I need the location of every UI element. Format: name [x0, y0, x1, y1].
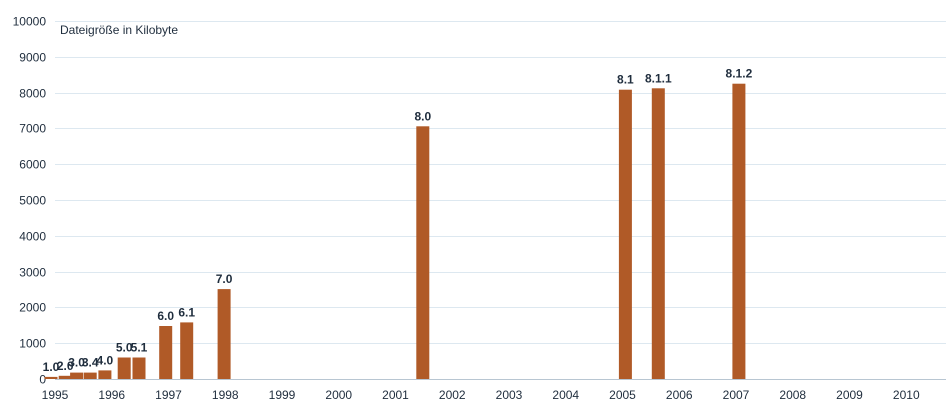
y-tick-label: 4000 — [19, 230, 46, 244]
x-tick-label: 1998 — [212, 388, 239, 402]
x-tick-label: 2001 — [382, 388, 409, 402]
y-tick-label: 10000 — [13, 15, 47, 29]
x-tick-label: 2003 — [496, 388, 523, 402]
grid-lines — [55, 21, 946, 380]
y-tick-label: 6000 — [19, 158, 46, 172]
x-tick-label: 2000 — [325, 388, 352, 402]
y-tick-label: 5000 — [19, 194, 46, 208]
bar — [117, 357, 131, 379]
bar — [732, 83, 746, 379]
bar-data-label: 2.0 — [57, 359, 74, 373]
bar — [159, 326, 173, 379]
x-tick-label: 2010 — [893, 388, 920, 402]
bar — [217, 289, 231, 379]
bar-data-label: 5.0 — [116, 341, 133, 355]
data-labels: 1.02.03.03.44.05.05.1 6.0 6.1 7.0 8.0 8.1 8.1.… — [43, 67, 753, 374]
y-tick-label: 3000 — [19, 266, 46, 280]
y-axis-ticks: 0 1000 2000 3000 4000 5000 6000 7000 8000 9000 100… — [13, 15, 47, 387]
bar — [44, 376, 58, 379]
x-tick-label: 1996 — [98, 388, 125, 402]
bar — [180, 322, 194, 379]
x-tick-label: 2006 — [666, 388, 693, 402]
y-tick-label: 0 — [39, 373, 46, 387]
bar-data-label: 7.0 — [216, 272, 233, 286]
bar — [58, 375, 72, 379]
x-tick-label: 2009 — [836, 388, 863, 402]
bar-data-label: 3.0 — [68, 356, 85, 370]
bar-data-label: 3.4 — [82, 356, 99, 370]
x-tick-label: 2008 — [779, 388, 806, 402]
x-tick-label: 1997 — [155, 388, 182, 402]
y-tick-label: 8000 — [19, 87, 46, 101]
bar-data-label: 6.0 — [157, 309, 174, 323]
x-tick-label: 2007 — [723, 388, 750, 402]
bar-data-label: 4.0 — [97, 353, 114, 367]
y-tick-label: 2000 — [19, 301, 46, 315]
bar-data-label: 8.1.1 — [645, 71, 672, 85]
bar — [132, 357, 146, 379]
bar — [70, 372, 84, 379]
y-tick-label: 1000 — [19, 337, 46, 351]
bar-data-label: 8.0 — [414, 109, 431, 123]
bar — [618, 89, 632, 379]
bar-data-label: 8.1 — [617, 73, 634, 87]
bar-data-label: 8.1.2 — [726, 67, 753, 81]
x-tick-label: 1999 — [269, 388, 296, 402]
bar — [98, 370, 112, 379]
bar-data-label: 5.1 — [131, 341, 148, 355]
x-tick-label: 2004 — [552, 388, 579, 402]
bars — [44, 83, 746, 380]
y-tick-label: 9000 — [19, 51, 46, 65]
bar — [651, 88, 665, 380]
y-tick-label: 7000 — [19, 122, 46, 136]
x-axis-ticks: 1995 1996 1997 1998 1999 2000 2001 2002 2003 2004… — [42, 388, 920, 402]
x-tick-label: 2005 — [609, 388, 636, 402]
x-tick-label: 1995 — [42, 388, 69, 402]
bar-data-label: 1.0 — [43, 360, 60, 374]
bar-data-label: 6.1 — [178, 305, 195, 319]
bar — [416, 126, 430, 379]
chart-title: Dateigröße in Kilobyte — [60, 23, 178, 37]
x-tick-label: 2002 — [439, 388, 466, 402]
bar — [83, 372, 97, 379]
